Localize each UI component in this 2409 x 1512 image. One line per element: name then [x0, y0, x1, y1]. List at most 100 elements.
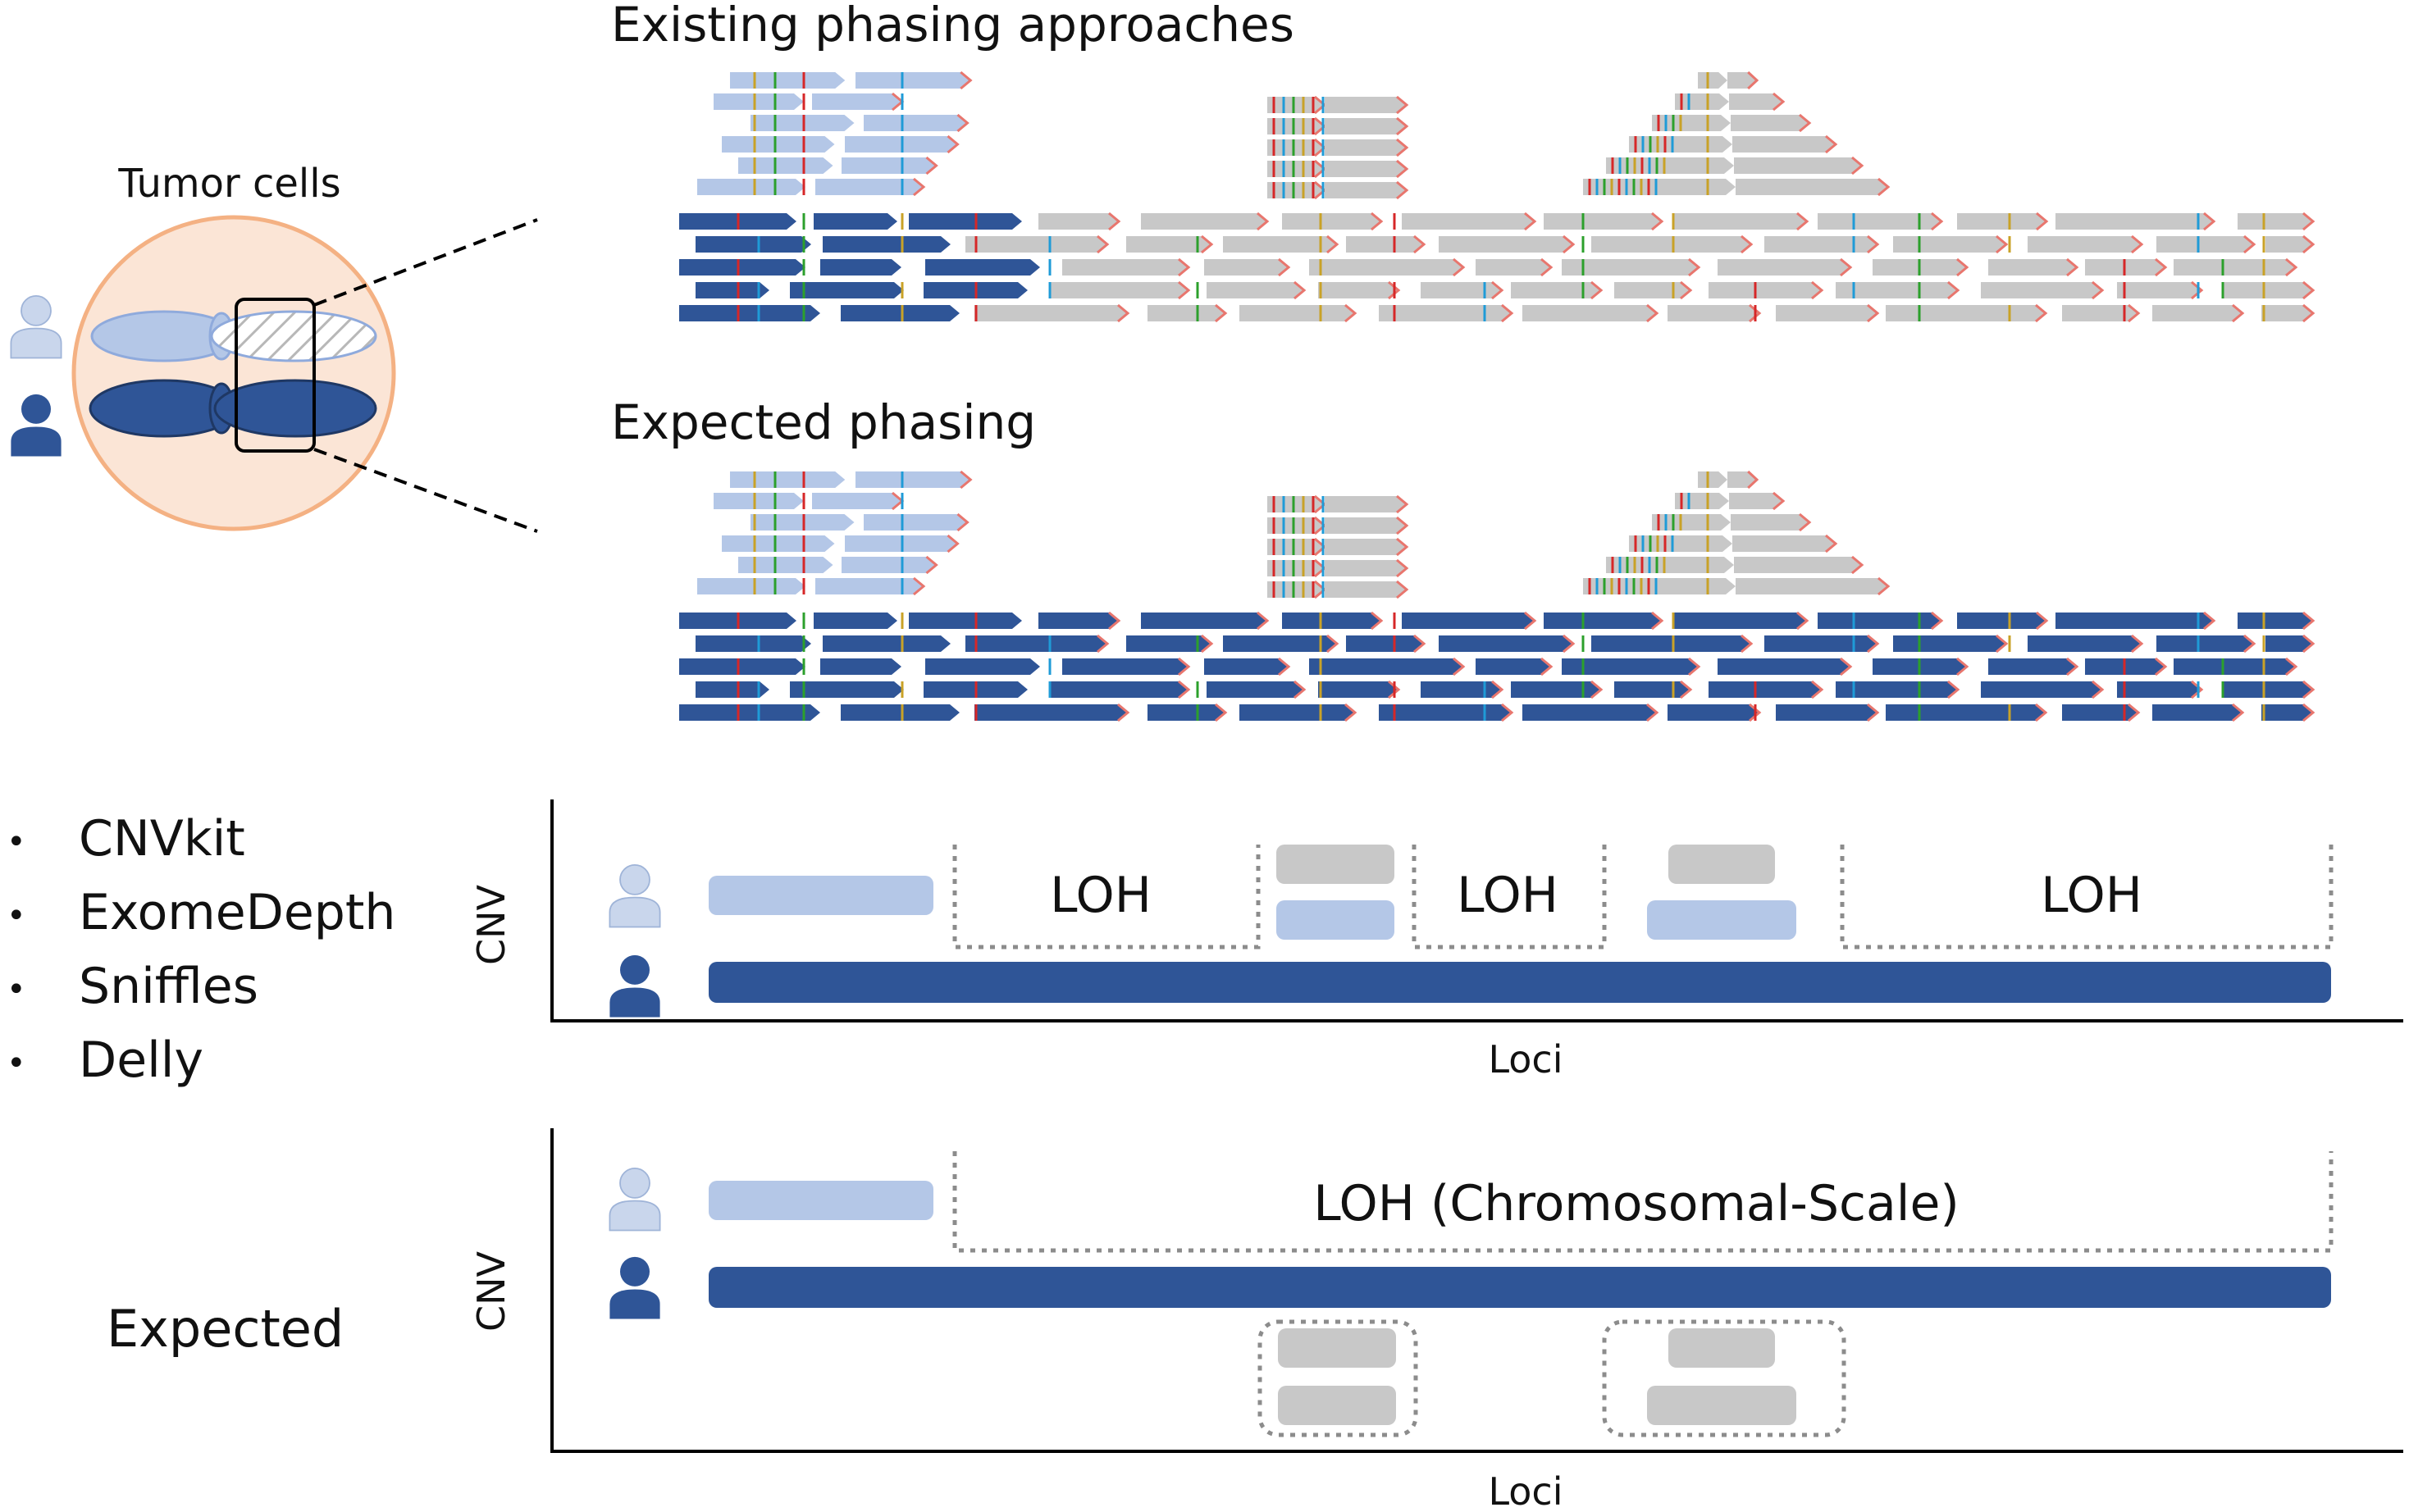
sequencing-read [1038, 213, 1119, 230]
sequencing-read [2117, 681, 2201, 698]
read-tip [1688, 657, 1701, 676]
sequencing-read [1511, 282, 1601, 298]
zoom-line-top [313, 218, 538, 307]
sequencing-read [1346, 635, 1424, 652]
read-tip [1453, 657, 1466, 676]
sequencing-read [1736, 578, 1888, 594]
sequencing-read [1141, 613, 1267, 629]
read-tip [2302, 235, 2315, 254]
sequencing-read [2062, 704, 2138, 721]
read-tip [1344, 303, 1357, 323]
read-tip [2066, 657, 2079, 676]
maternal-cnv-segment [709, 1181, 933, 1220]
sequencing-read [2156, 236, 2254, 253]
sequencing-read [790, 681, 904, 698]
sequencing-read [738, 157, 833, 174]
tool-sniffles: Sniffles [79, 958, 258, 1015]
read-tip [1524, 611, 1537, 631]
maternal-cnv-segment [1276, 900, 1394, 940]
read-tip [1278, 657, 1291, 676]
sequencing-read [1421, 282, 1502, 298]
existing-phasing-pileup [679, 71, 2315, 323]
sequencing-read [1325, 182, 1407, 198]
sequencing-read [1764, 236, 1877, 253]
sequencing-read [1325, 97, 1407, 113]
tumor-cell-illustration: Tumor cells [10, 161, 538, 533]
tool-exomedepth: ExomeDepth [79, 884, 395, 941]
tool-bullet: • [7, 971, 26, 1009]
read-tip [1646, 303, 1659, 323]
read-tip [1956, 257, 1969, 277]
read-tip [1590, 680, 1604, 699]
tumor-cells-label: Tumor cells [117, 161, 340, 207]
sequencing-read [1511, 681, 1601, 698]
sequencing-read [1204, 259, 1289, 276]
sequencing-read [1325, 161, 1407, 177]
sequencing-read [2028, 236, 2142, 253]
sequencing-read [1893, 635, 2006, 652]
read-tip [1396, 580, 1409, 599]
expected-phasing-title: Expected phasing [611, 394, 1036, 450]
sequencing-read [730, 72, 846, 89]
sequencing-read [722, 535, 835, 552]
read-tip [1867, 235, 1880, 254]
read-tip [1215, 703, 1228, 722]
sequencing-read [1062, 658, 1189, 675]
sequencing-read [2055, 613, 2214, 629]
sequencing-read [909, 613, 1022, 629]
cnv-panel-tools: CNV Loci LOH LOH LOH [469, 799, 2403, 1082]
read-tip [1799, 113, 1812, 133]
sequencing-read [696, 681, 769, 698]
read-tip [2302, 680, 2315, 699]
sequencing-read [1318, 282, 1398, 298]
read-tip [1947, 280, 1960, 300]
sequencing-read [1147, 704, 1225, 721]
sequencing-read [2265, 635, 2313, 652]
read-tip [1747, 470, 1759, 490]
cnv-axis-label: CNV [469, 1250, 513, 1332]
read-tip [1413, 235, 1426, 254]
sequencing-read [1207, 681, 1304, 698]
expected-label: Expected [107, 1299, 344, 1359]
read-tip [1278, 257, 1291, 277]
read-tip [1501, 303, 1514, 323]
read-tip [2155, 257, 2168, 277]
sequencing-read [1239, 704, 1355, 721]
read-tip [2035, 703, 2048, 722]
read-tip [1108, 212, 1121, 231]
sequencing-read [2224, 681, 2313, 698]
sequencing-read [714, 93, 804, 110]
sequencing-read [1709, 282, 1822, 298]
sequencing-read [1981, 681, 2102, 698]
sequencing-read [864, 115, 968, 131]
sequencing-read [855, 471, 971, 488]
sequencing-read [815, 578, 924, 594]
read-tip [1344, 703, 1357, 722]
sequencing-read [1591, 236, 1751, 253]
read-tip [1491, 280, 1504, 300]
read-tip [2035, 303, 2048, 323]
sequencing-read [1346, 236, 1424, 253]
sequencing-read [1675, 93, 1729, 110]
sequencing-read [1734, 157, 1862, 174]
sequencing-read [1544, 213, 1662, 230]
read-tip [1590, 280, 1604, 300]
read-tip [1867, 303, 1880, 323]
sequencing-read [1629, 136, 1732, 153]
read-tip [1867, 634, 1880, 654]
read-tip [1947, 680, 1960, 699]
paternal-cnv-segment [709, 1267, 2331, 1308]
sequencing-read [1591, 635, 1751, 652]
read-tip [2066, 257, 2079, 277]
sequencing-read [1062, 259, 1189, 276]
sequencing-read [1126, 236, 1211, 253]
read-tip [1326, 235, 1339, 254]
loci-axis-label: Loci [1488, 1037, 1563, 1082]
sequencing-read [1957, 213, 2046, 230]
sequencing-read [841, 704, 960, 721]
sequencing-read [738, 557, 833, 573]
sequencing-read [1282, 213, 1381, 230]
read-tip [1491, 680, 1504, 699]
read-tip [2285, 257, 2298, 277]
read-tip [1117, 303, 1130, 323]
